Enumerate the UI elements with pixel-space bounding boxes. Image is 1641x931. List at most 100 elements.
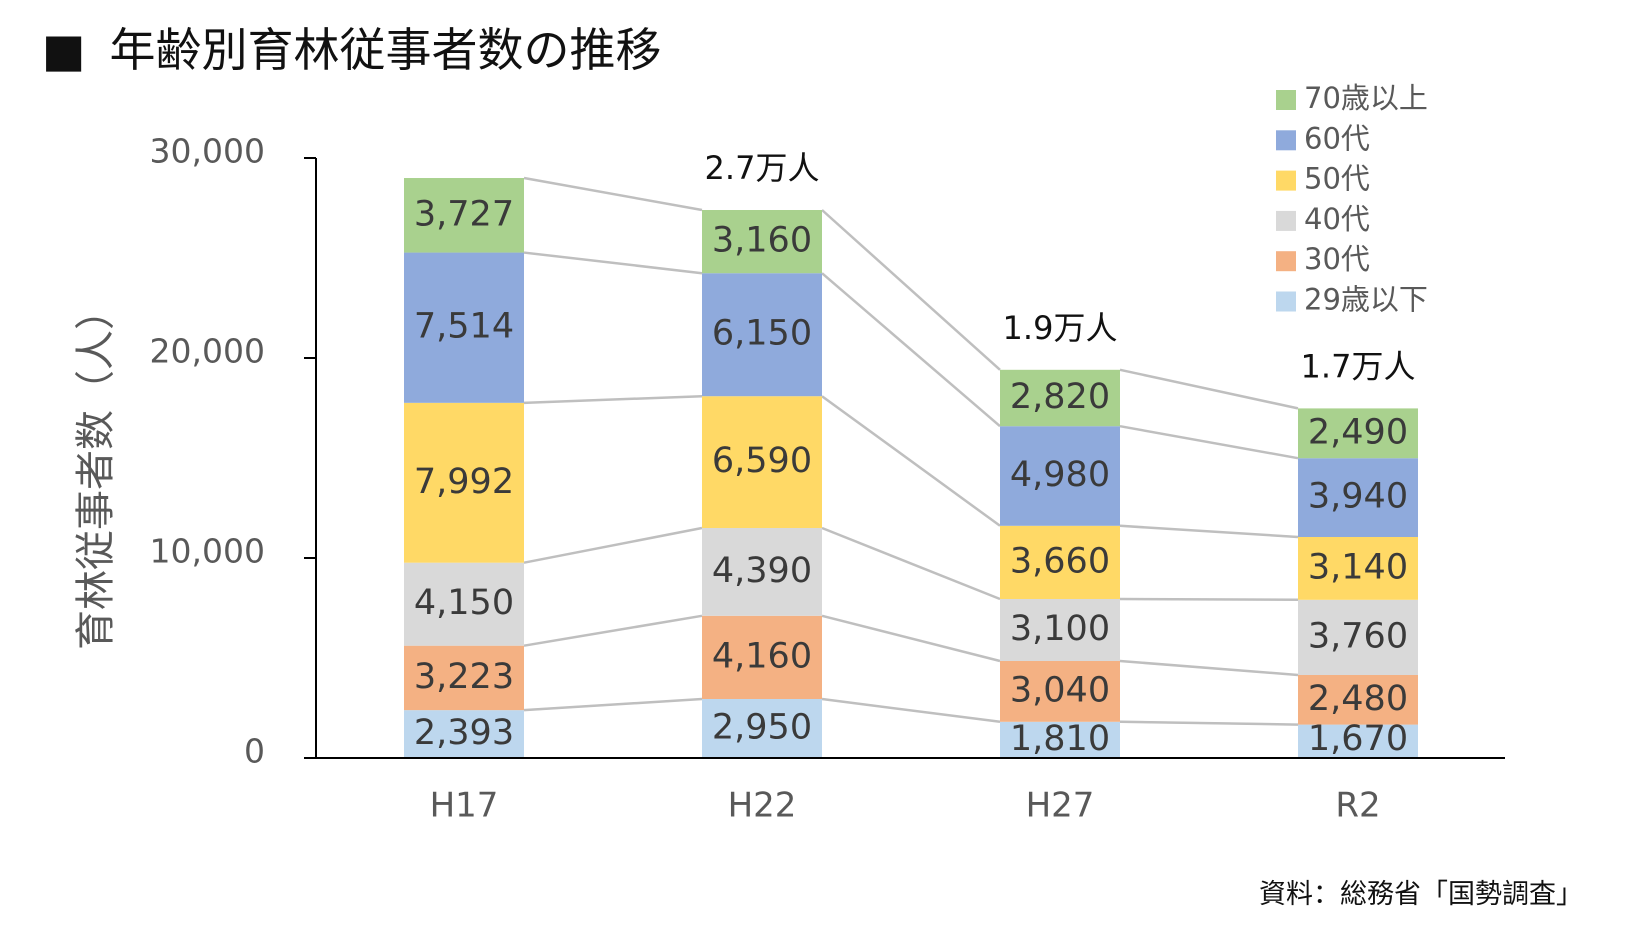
bar-segment xyxy=(702,615,822,699)
data-label: 3,160 xyxy=(712,221,812,261)
bar-segment xyxy=(1298,599,1418,675)
total-labels: 2.7万人 1.9万人 1.7万人 xyxy=(705,149,1416,385)
data-label: 3,040 xyxy=(1010,670,1110,710)
connector-line xyxy=(821,697,1001,724)
segment-labels: 2,393 3,223 4,150 7,992 7,514 3,727 2,950 4,160… xyxy=(414,194,1408,759)
legend-swatch xyxy=(1276,291,1296,312)
connector-line xyxy=(821,272,1001,428)
y-tick-label: 10,000 xyxy=(150,532,265,571)
data-label: 1,810 xyxy=(1010,719,1110,759)
bars xyxy=(404,178,1418,758)
bar-segment xyxy=(702,528,822,616)
data-label: 4,150 xyxy=(414,583,514,623)
y-tick-label: 30,000 xyxy=(150,132,265,171)
connector-line xyxy=(1119,368,1299,410)
connector-line xyxy=(1119,424,1299,460)
data-label: 4,980 xyxy=(1010,455,1110,495)
connector-lines xyxy=(523,176,1299,726)
connector-line xyxy=(821,209,1001,371)
bar-segment xyxy=(1298,408,1418,459)
data-label: 3,660 xyxy=(1010,541,1110,581)
data-label: 3,223 xyxy=(414,657,514,697)
data-label: 3,140 xyxy=(1308,547,1408,587)
legend-swatch xyxy=(1276,251,1296,272)
connector-line xyxy=(523,614,703,647)
bar-segment xyxy=(1000,661,1120,722)
bar-segment xyxy=(404,178,524,253)
data-label: 2,950 xyxy=(712,708,812,748)
data-label: 2,820 xyxy=(1010,377,1110,417)
data-label: 7,514 xyxy=(414,307,514,347)
legend: 70歳以上 60代 50代 40代 30代 29歳以下 xyxy=(1276,81,1428,317)
connector-line xyxy=(1119,659,1299,677)
connector-line xyxy=(821,526,1001,601)
total-label: 1.7万人 xyxy=(1301,347,1416,385)
connector-line xyxy=(523,394,703,405)
bar-segment xyxy=(404,710,524,758)
data-label: 4,390 xyxy=(712,551,812,591)
data-label: 7,992 xyxy=(414,462,514,502)
legend-label: 40代 xyxy=(1304,202,1370,236)
connector-line xyxy=(1119,597,1299,602)
x-tick-label: H22 xyxy=(728,786,797,826)
bar-segment xyxy=(1298,675,1418,725)
connector-line xyxy=(523,251,703,275)
source-note: 資料：総務省「国勢調査」 xyxy=(1259,879,1583,910)
connector-line xyxy=(821,395,1001,527)
connector-line xyxy=(821,614,1001,663)
bar-segment xyxy=(1000,525,1120,599)
bar-segment xyxy=(404,252,524,403)
y-tick-label: 0 xyxy=(244,732,265,771)
legend-swatch xyxy=(1276,130,1296,151)
bar-segment xyxy=(702,273,822,397)
connector-line xyxy=(523,176,703,212)
bar-segment xyxy=(404,562,524,646)
chart-title: ■ 年齢別育林従事者数の推移 xyxy=(42,14,661,80)
total-label: 2.7万人 xyxy=(705,149,820,187)
data-label: 2,490 xyxy=(1308,412,1408,452)
bar-segment xyxy=(1298,537,1418,600)
bar-segment xyxy=(1000,369,1120,427)
bar-segment xyxy=(702,396,822,528)
y-axis-label: 育林従事者数（人） xyxy=(73,290,119,650)
legend-label: 50代 xyxy=(1304,162,1370,196)
legend-swatch xyxy=(1276,90,1296,110)
title-marker: ■ xyxy=(42,23,86,77)
bar-segment xyxy=(404,402,524,563)
data-label: 6,150 xyxy=(712,314,812,354)
bar-segment xyxy=(404,645,524,711)
data-label: 2,480 xyxy=(1308,679,1408,719)
total-label: 1.9万人 xyxy=(1003,309,1118,347)
axes: 0 10,000 20,000 30,000 H17 H22 H27 R2 xyxy=(150,132,1505,826)
data-label: 3,940 xyxy=(1308,477,1408,517)
data-label: 1,670 xyxy=(1308,719,1408,759)
title-text: 年齢別育林従事者数の推移 xyxy=(109,23,662,77)
bar-segment xyxy=(1000,721,1120,758)
legend-label: 30代 xyxy=(1304,242,1370,276)
bar-segment xyxy=(1298,458,1418,537)
legend-swatch xyxy=(1276,210,1296,231)
bar-segment xyxy=(702,699,822,758)
x-tick-label: R2 xyxy=(1335,786,1380,826)
bar-segment xyxy=(1298,724,1418,758)
x-tick-label: H27 xyxy=(1026,786,1095,826)
legend-label: 70歳以上 xyxy=(1304,81,1428,115)
data-label: 6,590 xyxy=(712,441,812,481)
data-label: 3,727 xyxy=(414,194,514,234)
connector-line xyxy=(1119,720,1299,726)
data-label: 3,760 xyxy=(1308,616,1408,656)
bar-segment xyxy=(702,210,822,274)
x-tick-label: H17 xyxy=(430,786,499,826)
bar-segment xyxy=(1000,426,1120,526)
connector-line xyxy=(523,697,703,712)
data-label: 3,100 xyxy=(1010,609,1110,649)
data-label: 4,160 xyxy=(712,636,812,676)
connector-line xyxy=(1119,524,1299,539)
legend-label: 29歳以下 xyxy=(1304,283,1428,317)
y-tick-label: 20,000 xyxy=(150,332,265,371)
connector-line xyxy=(523,526,703,564)
bar-segment xyxy=(1000,599,1120,661)
data-label: 2,393 xyxy=(414,713,514,753)
legend-label: 60代 xyxy=(1304,121,1370,155)
